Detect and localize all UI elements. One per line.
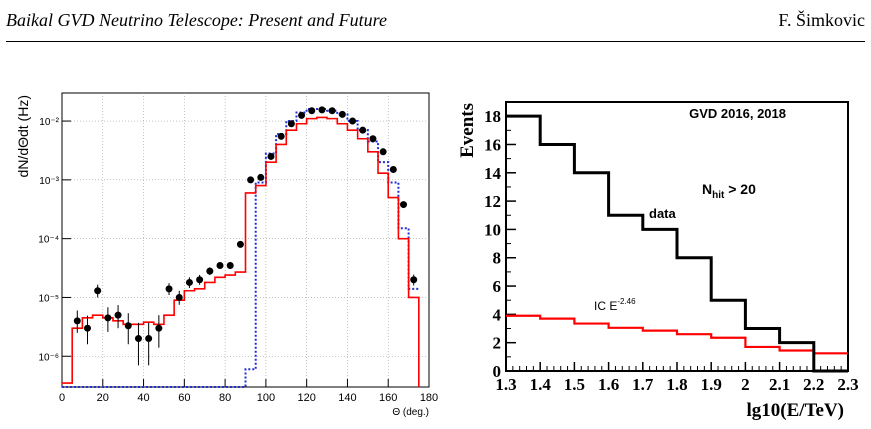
chart1-data-point — [236, 240, 244, 248]
chart1-x-tick-label: 0 — [59, 392, 65, 404]
chart1-data-point — [114, 311, 122, 319]
chart2-y-tick-label: 6 — [493, 277, 502, 296]
chart1-y-tick-label: 10⁻⁶ — [38, 352, 59, 363]
chart1-data-point — [83, 324, 91, 332]
chart2-model-series — [506, 314, 848, 355]
chart1-x-tick-label: 100 — [257, 392, 275, 404]
chart2-y-tick-label: 0 — [493, 362, 502, 381]
chart2-y-tick-label: 10 — [484, 220, 501, 239]
author-name: F. Šimkovic — [778, 10, 865, 30]
chart1-mc-red-line — [62, 116, 420, 387]
chart1-data-point — [298, 111, 306, 119]
chart2-x-tick-labels: 1.3 1.4 1.5 1.6 1.7 1.8 1.9 2 2.1 2.2 2.3 — [495, 375, 858, 394]
chart1-y-tick-label: 10⁻⁵ — [38, 293, 59, 304]
chart1-data-point — [338, 110, 346, 118]
chart1-data-point — [410, 276, 418, 284]
chart1-x-tick-label: 60 — [178, 392, 190, 404]
chart1-data-point — [308, 107, 316, 115]
chart2-model-label: IC E-2.46 — [594, 297, 636, 313]
chart2-y-axis-label: Events — [457, 103, 478, 158]
chart2-nhit-cut-label: Nhit > 20 — [702, 181, 756, 201]
chart1-mc-dotted-line — [62, 108, 419, 388]
energy-spectrum-chart: 1.3 1.4 1.5 1.6 1.7 1.8 1.9 2 2.1 2.2 2.3 0 2 4 6 8 10 1… — [457, 101, 859, 421]
chart1-data-point — [94, 287, 102, 295]
chart2-x-tick-label: 2.3 — [837, 375, 858, 394]
chart1-data-point — [185, 278, 193, 286]
chart2-x-tick-label: 2.1 — [769, 375, 790, 394]
chart1-data-point — [206, 267, 214, 275]
chart1-data-point — [104, 314, 112, 322]
chart1-data-point — [318, 106, 326, 114]
chart1-x-tick-label: 120 — [297, 392, 315, 404]
chart2-x-axis-label: lg10(E/TeV) — [747, 400, 844, 421]
chart1-data-point — [175, 293, 183, 301]
chart2-y-tick-label: 12 — [484, 192, 501, 211]
chart1-data-point — [165, 285, 173, 293]
chart1-mc-red-series — [62, 116, 420, 387]
chart1-data-point — [257, 173, 265, 181]
chart1-frame — [61, 92, 430, 388]
chart2-x-tick-label: 1.6 — [598, 375, 619, 394]
chart1-x-tick-label: 140 — [338, 392, 356, 404]
chart2-data-label: data — [649, 206, 677, 221]
chart2-x-tick-label: 1.3 — [495, 375, 516, 394]
chart1-mc-dotted-series — [62, 108, 419, 388]
chart1-x-tick-label: 160 — [379, 392, 397, 404]
chart1-x-tick-label: 20 — [97, 392, 109, 404]
chart1-y-axis-label: dN/dΘdt (Hz) — [15, 95, 31, 177]
chart2-y-tick-labels: 0 2 4 6 8 10 12 14 16 18 — [484, 107, 502, 381]
angular-distribution-chart: 0 20 40 60 80 100 120 140 160 180 10⁻⁶10⁻⁵10⁻⁴10⁻… — [15, 92, 438, 418]
chart1-data-point — [145, 335, 153, 343]
chart1-x-tick-labels: 0 20 40 60 80 100 120 140 160 180 — [59, 392, 438, 404]
chart1-data-point — [328, 107, 336, 115]
chart2-y-tick-label: 18 — [484, 107, 501, 126]
paper-title: Baikal GVD Neutrino Telescope: Present a… — [6, 10, 387, 30]
chart1-x-tick-label: 40 — [137, 392, 149, 404]
chart2-model-line — [506, 314, 848, 355]
chart2-x-tick-label: 1.4 — [530, 375, 552, 394]
chart1-data-point — [216, 261, 224, 269]
chart2-y-tick-label: 14 — [484, 164, 502, 183]
chart1-data-points — [73, 106, 418, 366]
chart1-y-tick-label: 10⁻³ — [39, 176, 59, 187]
chart1-data-point — [226, 261, 234, 269]
chart1-x-tick-label: 80 — [219, 392, 231, 404]
chart1-data-point — [359, 126, 367, 134]
chart2-x-tick-label: 1.7 — [632, 375, 654, 394]
chart1-data-point — [379, 148, 387, 156]
chart1-data-point — [369, 135, 377, 143]
chart1-data-point — [124, 322, 132, 330]
chart1-data-point — [287, 120, 295, 128]
chart2-x-tick-label: 1.8 — [666, 375, 687, 394]
chart1-data-point — [349, 117, 357, 125]
chart2-data-line — [506, 114, 848, 373]
chart1-data-point — [134, 335, 142, 343]
header-rule — [6, 41, 865, 42]
chart1-data-point — [247, 176, 255, 184]
chart1-y-tick-labels: 10⁻⁶ 10⁻⁵ 10⁻⁴ 10⁻³ 10⁻² — [38, 117, 59, 363]
chart2-y-tick-label: 4 — [493, 305, 502, 324]
chart2-runs-label: GVD 2016, 2018 — [689, 106, 786, 121]
page-header: Baikal GVD Neutrino Telescope: Present a… — [6, 0, 865, 42]
chart2-x-tick-label: 1.9 — [701, 375, 722, 394]
chart1-data-point — [400, 201, 408, 209]
chart2-y-tick-label: 16 — [484, 135, 501, 154]
chart1-data-point — [73, 317, 81, 325]
chart2-y-tick-label: 2 — [493, 334, 502, 353]
chart1-y-tick-label: 10⁻⁴ — [38, 235, 59, 246]
chart1-data-point — [196, 276, 204, 284]
chart1-x-axis-label: Θ (deg.) — [392, 407, 429, 418]
chart2-data-series — [506, 114, 848, 373]
chart2-y-tick-label: 8 — [493, 249, 502, 268]
chart2-x-tick-label: 1.5 — [564, 375, 585, 394]
chart1-y-tick-label: 10⁻² — [39, 117, 59, 128]
chart1-data-point — [277, 132, 285, 140]
chart2-x-tick-label: 2 — [741, 375, 750, 394]
chart2-x-tick-label: 2.2 — [803, 375, 824, 394]
chart1-data-point — [267, 152, 275, 160]
chart1-data-point — [155, 324, 163, 332]
chart1-x-tick-label: 180 — [420, 392, 438, 404]
chart1-data-point — [389, 166, 397, 174]
chart2-tick-marks — [505, 115, 849, 372]
